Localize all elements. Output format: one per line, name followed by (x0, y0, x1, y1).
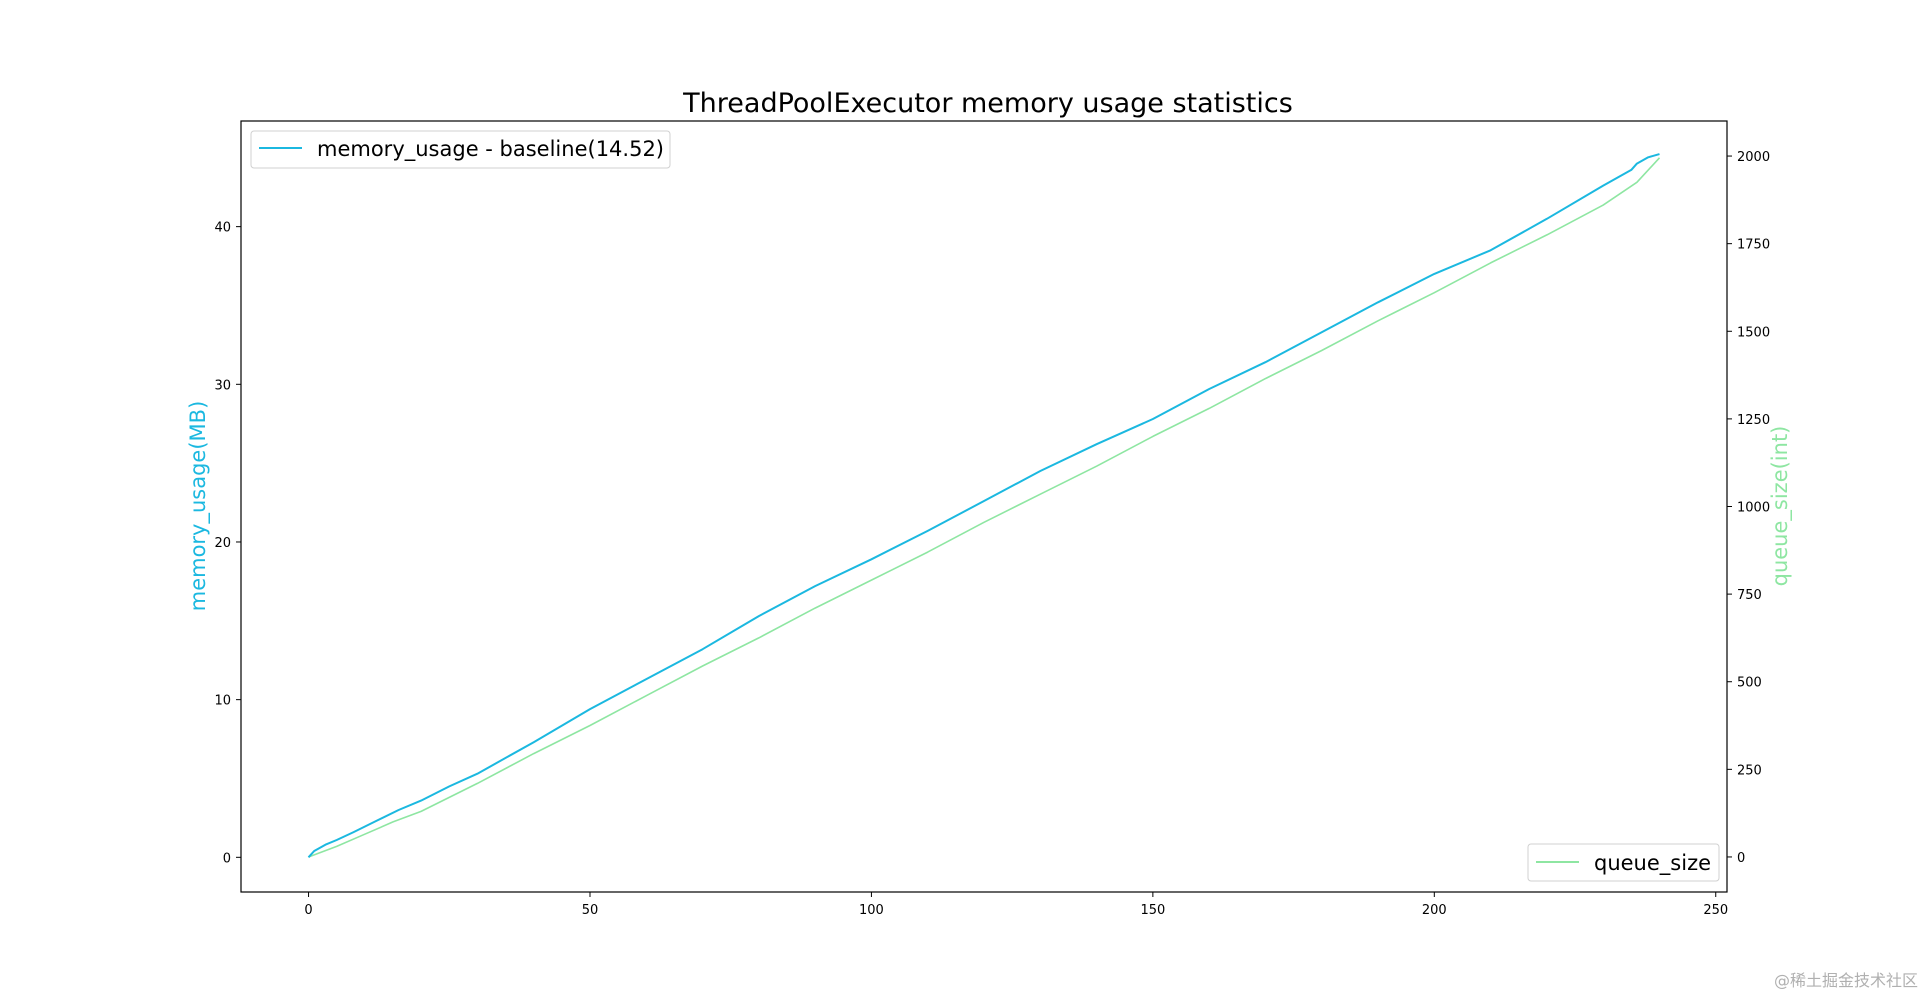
x-tick-label: 50 (582, 903, 599, 918)
series-layer (307, 153, 1661, 858)
right-y-tick-label: 0 (1737, 851, 1745, 866)
left-y-tick-label: 10 (214, 694, 231, 709)
right-y-tick-label: 500 (1737, 676, 1762, 691)
x-axis-ticks: 0 50 100 150 200 250 (304, 892, 1728, 918)
left-y-tick-label: 30 (214, 378, 231, 393)
left-y-tick-label: 0 (223, 851, 231, 866)
x-tick-label: 200 (1422, 903, 1447, 918)
x-tick-label: 100 (859, 903, 884, 918)
left-y-tick-label: 20 (214, 536, 231, 551)
right-y-axis-ticks: 0 250 500 750 1000 1250 1500 1750 2000 (1727, 150, 1770, 866)
legend-queue: queue_size (1527, 843, 1720, 882)
legend-queue-label: queue_size (1594, 851, 1711, 876)
right-y-axis-label: queue_size(int) (1768, 426, 1793, 587)
left-y-tick-label: 40 (214, 221, 231, 236)
right-y-tick-label: 1250 (1737, 413, 1770, 428)
x-tick-label: 150 (1140, 903, 1165, 918)
legend-memory-label: memory_usage - baseline(14.52) (317, 137, 664, 162)
right-y-tick-label: 1500 (1737, 325, 1770, 340)
left-y-axis-label: memory_usage(MB) (186, 401, 211, 612)
queue-size-line (308, 157, 1661, 858)
plot-frame (240, 120, 1728, 893)
watermark: @稀土掘金技术社区 (1773, 971, 1918, 990)
right-y-tick-label: 750 (1737, 588, 1762, 603)
legend-queue-box (1527, 843, 1720, 882)
x-tick-label: 250 (1703, 903, 1728, 918)
right-y-tick-label: 2000 (1737, 150, 1770, 165)
chart-title: ThreadPoolExecutor memory usage statisti… (682, 88, 1293, 119)
right-y-tick-label: 250 (1737, 763, 1762, 778)
legend-memory: memory_usage - baseline(14.52) (250, 130, 671, 169)
x-tick-label: 0 (304, 903, 312, 918)
left-y-axis-ticks: 0 10 20 30 40 (214, 221, 241, 866)
legend-memory-box (250, 130, 671, 169)
right-y-tick-label: 1000 (1737, 501, 1770, 516)
right-y-tick-label: 1750 (1737, 238, 1770, 253)
memory-usage-line (307, 153, 1660, 858)
